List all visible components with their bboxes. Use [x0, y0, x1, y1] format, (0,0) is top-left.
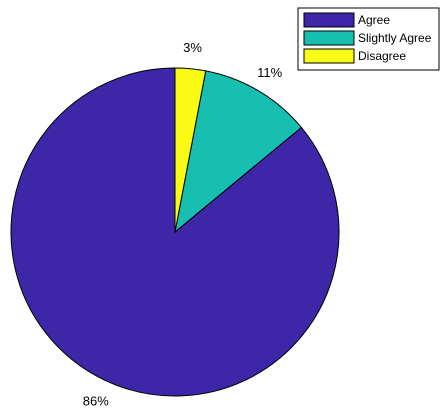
legend-swatch — [303, 30, 355, 46]
pie-percent-label: 3% — [183, 40, 202, 55]
legend-label: Slightly Agree — [358, 31, 432, 45]
legend-swatch — [303, 48, 355, 64]
pie-percent-label: 86% — [83, 393, 109, 408]
legend: Agree Slightly Agree Disagree — [297, 7, 440, 71]
pie-slice-disagree — [174, 67, 207, 233]
legend-label: Agree — [358, 13, 390, 27]
pie-percent-label: 11% — [257, 65, 282, 80]
legend-swatch — [303, 12, 355, 28]
pie-slice-slightly-agree — [174, 70, 303, 234]
pie-percent-labels: 86% 11% 3% — [83, 40, 283, 408]
legend-label: Disagree — [358, 49, 406, 63]
pie-slices — [10, 67, 340, 397]
legend-entries: Agree Slightly Agree Disagree — [303, 12, 432, 64]
